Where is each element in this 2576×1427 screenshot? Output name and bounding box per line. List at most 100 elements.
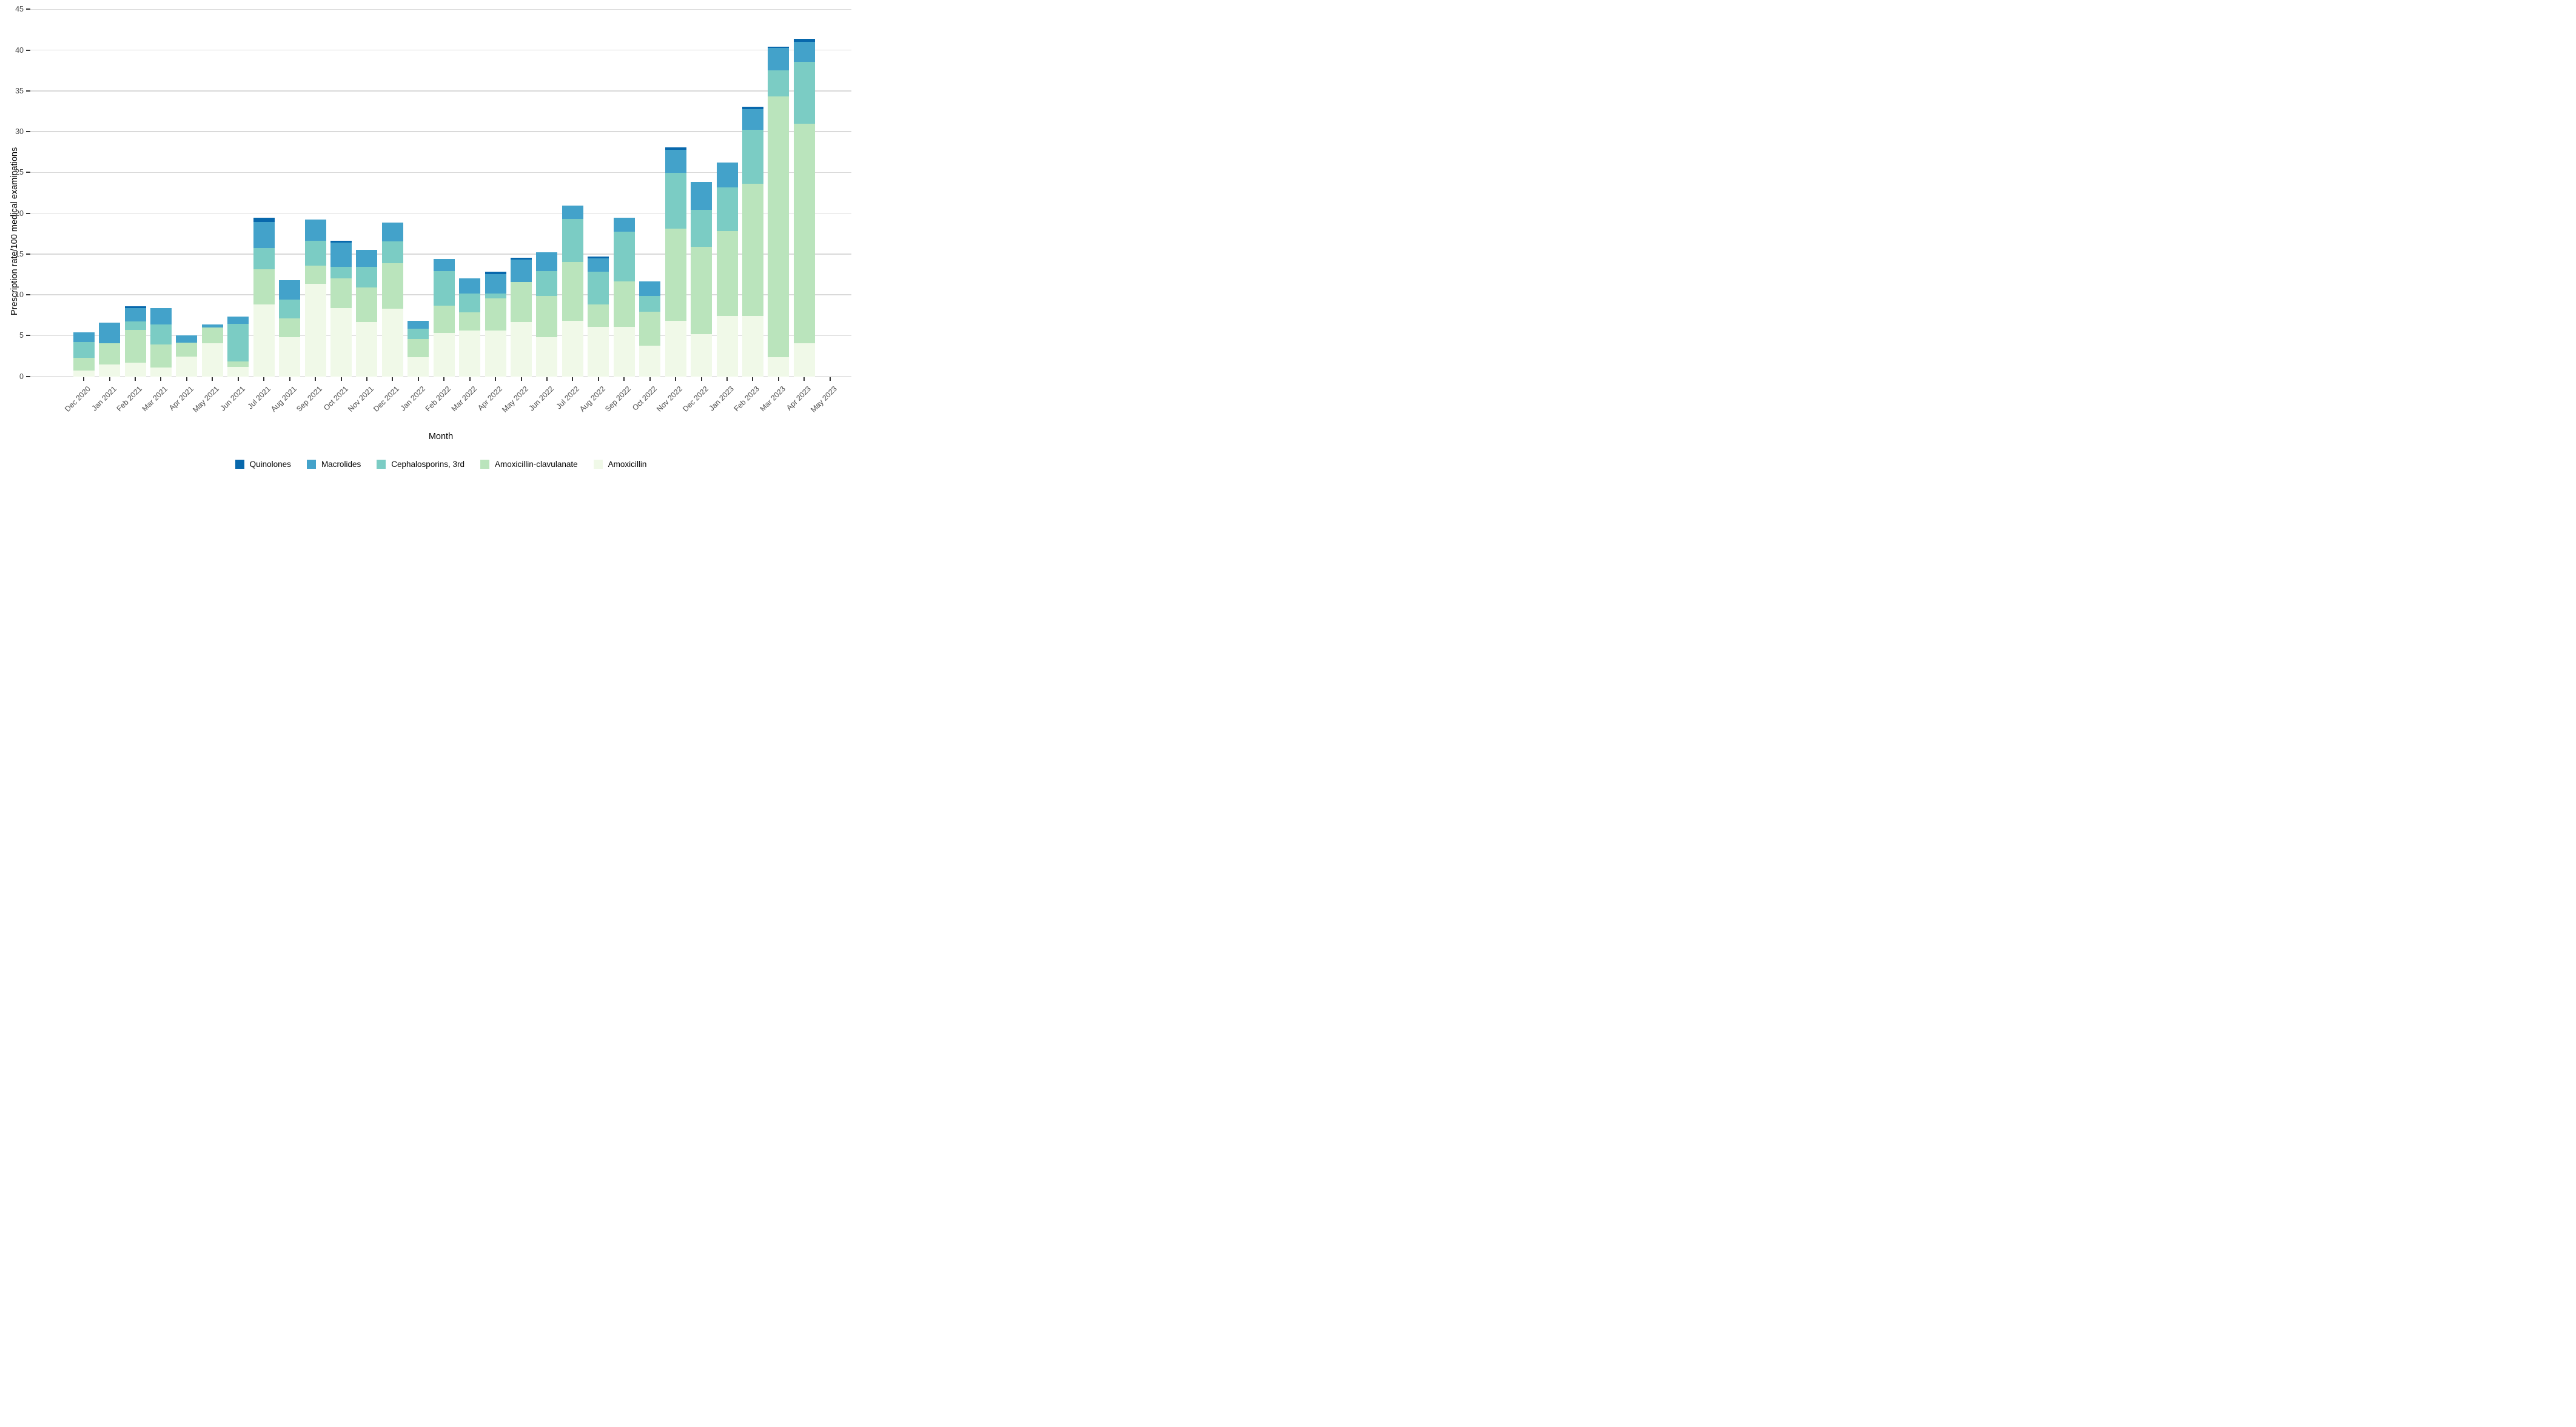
x-tick-mark [263, 377, 265, 381]
bar-segment-macrolides [716, 163, 738, 187]
bar-segment-amoxicillin-clavulanate [485, 298, 506, 331]
x-tick-mark [649, 377, 651, 381]
bar-segment-cephalosporins-3rd [356, 266, 378, 288]
bar-segment-amoxicillin [536, 337, 558, 377]
stacked-bar-chart-figure: Prescription rate/100 medical examinatio… [0, 0, 859, 475]
bar-segment-amoxicillin-clavulanate [279, 318, 301, 338]
x-tick-label: Dec 2022 [680, 384, 710, 414]
x-tick-mark [186, 377, 187, 381]
bar-segment-macrolides [99, 322, 121, 343]
legend-item-amoxicillin: Amoxicillin [593, 460, 646, 469]
bar-segment-macrolides [73, 332, 95, 343]
bar-segment-amoxicillin-clavulanate [613, 281, 635, 327]
bar-segment-amoxicillin [381, 309, 403, 377]
x-tick-mark [340, 377, 342, 381]
bar-segment-amoxicillin [330, 307, 352, 377]
bar-segment-cephalosporins-3rd [304, 241, 326, 266]
bar-segment-quinolones [253, 218, 275, 223]
x-tick-mark [675, 377, 677, 381]
x-tick-mark [700, 377, 702, 381]
x-tick-label: Jul 2022 [555, 384, 582, 411]
bar-segment-amoxicillin [253, 304, 275, 377]
legend-label: Cephalosporins, 3rd [391, 460, 465, 469]
y-tick-label: 40 [15, 45, 24, 55]
gridline-y-30 [30, 131, 851, 132]
bar-segment-macrolides [536, 252, 558, 272]
bar-segment-macrolides [408, 321, 429, 329]
bar-segment-amoxicillin-clavulanate [562, 262, 583, 321]
gridline-y-25 [30, 172, 851, 173]
bar-segment-cephalosporins-3rd [433, 271, 455, 306]
bar-segment-amoxicillin [511, 321, 532, 377]
gridline-y-40 [30, 49, 851, 51]
bar-segment-amoxicillin-clavulanate [459, 312, 481, 331]
bar-segment-cephalosporins-3rd [588, 271, 609, 304]
y-tick-label: 20 [15, 209, 24, 218]
legend-swatch-icon [377, 460, 386, 469]
bar-segment-amoxicillin [639, 346, 661, 377]
bar-segment-amoxicillin-clavulanate [639, 311, 661, 346]
bar-segment-cephalosporins-3rd [381, 241, 403, 264]
y-tick-mark [26, 131, 30, 133]
x-tick-label: Feb 2023 [733, 384, 762, 414]
x-tick-label: Jan 2023 [707, 384, 736, 413]
bar-segment-amoxicillin-clavulanate [253, 269, 275, 305]
bar-segment-macrolides [485, 274, 506, 294]
bar-segment-amoxicillin-clavulanate [742, 184, 763, 317]
y-tick-mark [26, 375, 30, 377]
bar-segment-cephalosporins-3rd [124, 321, 146, 331]
bar-segment-amoxicillin-clavulanate [73, 358, 95, 371]
bar-segment-cephalosporins-3rd [227, 323, 249, 361]
x-tick-mark [366, 377, 367, 381]
bar-segment-quinolones [588, 256, 609, 259]
bar-segment-macrolides [459, 278, 481, 294]
bar-segment-amoxicillin [99, 364, 121, 377]
bar-segment-amoxicillin [227, 366, 249, 377]
y-tick-mark [26, 8, 30, 10]
x-tick-label: Mar 2023 [758, 384, 787, 414]
bar-segment-macrolides [793, 42, 815, 62]
x-tick-mark [237, 377, 239, 381]
y-tick-mark [26, 172, 30, 173]
x-tick-label: Nov 2021 [346, 384, 375, 414]
bar-segment-macrolides [279, 280, 301, 300]
y-tick-mark [26, 335, 30, 337]
bar-segment-amoxicillin [176, 356, 198, 377]
x-tick-label: Feb 2021 [115, 384, 144, 414]
bar-segment-amoxicillin-clavulanate [716, 230, 738, 317]
y-tick-label: 15 [15, 249, 24, 258]
bar-segment-cephalosporins-3rd [536, 271, 558, 296]
bar-segment-cephalosporins-3rd [253, 248, 275, 270]
x-tick-label: Jun 2021 [218, 384, 247, 413]
bar-segment-amoxicillin-clavulanate [99, 343, 121, 364]
x-tick-mark [289, 377, 290, 381]
x-tick-mark [315, 377, 317, 381]
y-tick-mark [26, 294, 30, 296]
bar-segment-cephalosporins-3rd [742, 129, 763, 184]
bar-segment-amoxicillin [304, 284, 326, 377]
bar-segment-quinolones [511, 257, 532, 260]
x-tick-mark [109, 377, 110, 381]
bar-segment-amoxicillin [691, 334, 713, 377]
bar-segment-cephalosporins-3rd [613, 231, 635, 281]
y-tick-label: 35 [15, 86, 24, 95]
legend-item-cephalosporins-3rd: Cephalosporins, 3rd [377, 460, 465, 469]
bar-segment-amoxicillin-clavulanate [691, 246, 713, 334]
x-tick-label: Aug 2021 [269, 384, 298, 414]
gridline-y-15 [30, 254, 851, 255]
bar-segment-cephalosporins-3rd [665, 173, 686, 229]
bar-segment-amoxicillin [742, 316, 763, 377]
x-tick-label: Oct 2021 [321, 384, 350, 412]
bar-segment-macrolides [201, 324, 223, 327]
legend-swatch-icon [593, 460, 603, 469]
x-tick-mark [443, 377, 445, 381]
x-tick-label: Dec 2020 [63, 384, 93, 414]
bar-segment-macrolides [356, 250, 378, 267]
bar-segment-amoxicillin-clavulanate [433, 305, 455, 334]
x-tick-mark [777, 377, 779, 381]
y-tick-mark [26, 253, 30, 255]
bar-segment-macrolides [613, 218, 635, 232]
legend-swatch-icon [235, 460, 244, 469]
x-tick-mark [803, 377, 805, 381]
bar-segment-quinolones [485, 271, 506, 274]
